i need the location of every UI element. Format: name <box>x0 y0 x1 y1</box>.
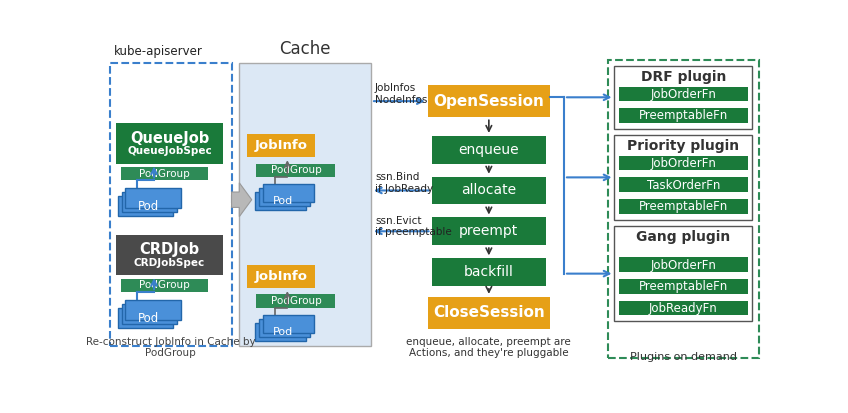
Text: PodGroup: PodGroup <box>139 169 189 178</box>
Text: Pod: Pod <box>272 196 293 206</box>
Bar <box>254 192 306 210</box>
Bar <box>118 308 174 328</box>
Bar <box>615 66 752 129</box>
Bar <box>619 301 748 315</box>
Text: OpenSession: OpenSession <box>433 94 544 109</box>
Text: Pod: Pod <box>272 327 293 337</box>
Bar <box>427 85 550 117</box>
Bar <box>116 123 223 164</box>
Bar <box>259 188 310 206</box>
Text: PreemptableFn: PreemptableFn <box>639 109 728 122</box>
Bar <box>126 300 181 320</box>
Text: JobInfo: JobInfo <box>254 139 308 152</box>
Bar <box>254 323 306 341</box>
Text: JobOrderFn: JobOrderFn <box>650 157 717 170</box>
Text: preempt: preempt <box>460 224 518 238</box>
Text: Plugins on demand: Plugins on demand <box>630 352 737 362</box>
Text: backfill: backfill <box>464 265 514 279</box>
Text: JobReadyFn: JobReadyFn <box>649 302 717 315</box>
Text: PodGroup: PodGroup <box>139 280 189 290</box>
Bar <box>432 136 546 164</box>
Text: TaskOrderFn: TaskOrderFn <box>647 178 720 192</box>
Bar <box>126 188 181 208</box>
Text: JobOrderFn: JobOrderFn <box>650 259 717 272</box>
Text: Gang plugin: Gang plugin <box>636 230 730 244</box>
Text: Priority plugin: Priority plugin <box>628 139 739 153</box>
Text: DRF plugin: DRF plugin <box>641 69 726 83</box>
Bar <box>239 63 371 346</box>
Bar <box>118 196 174 216</box>
Bar <box>432 258 546 286</box>
Bar <box>121 304 177 324</box>
Bar <box>432 177 546 204</box>
Text: CRDJob: CRDJob <box>139 242 199 257</box>
Text: PodGroup: PodGroup <box>271 165 321 175</box>
Text: Pod: Pod <box>138 312 159 325</box>
Text: ssn.Bind
if JobReady: ssn.Bind if JobReady <box>375 172 433 194</box>
Text: PreemptableFn: PreemptableFn <box>639 280 728 293</box>
Text: QueueJob: QueueJob <box>130 131 209 146</box>
Text: JobOrderFn: JobOrderFn <box>650 88 717 101</box>
Text: CloseSession: CloseSession <box>433 305 544 320</box>
Bar <box>263 184 314 202</box>
Text: enqueue, allocate, preempt are
Actions, and they're pluggable: enqueue, allocate, preempt are Actions, … <box>406 337 572 358</box>
Bar <box>608 59 759 358</box>
Text: CRDJobSpec: CRDJobSpec <box>134 258 205 268</box>
Text: Re-construct JobInfo in Cache by
PodGroup: Re-construct JobInfo in Cache by PodGrou… <box>86 337 255 358</box>
Bar <box>619 86 748 101</box>
Text: enqueue: enqueue <box>459 142 519 157</box>
Bar <box>247 265 315 288</box>
Text: JobInfo: JobInfo <box>254 270 308 283</box>
Bar <box>247 134 315 157</box>
Text: ssn.Evict
if preemptable: ssn.Evict if preemptable <box>375 216 452 237</box>
Bar <box>239 63 371 346</box>
Bar <box>256 164 336 177</box>
Bar <box>619 257 748 272</box>
Text: PreemptableFn: PreemptableFn <box>639 200 728 213</box>
Bar <box>432 217 546 245</box>
Bar <box>263 315 314 333</box>
Bar <box>619 199 748 214</box>
Polygon shape <box>232 183 252 217</box>
Bar <box>110 63 232 346</box>
Bar <box>619 108 748 123</box>
Text: kube-apiserver: kube-apiserver <box>114 45 203 58</box>
Text: JobInfos
NodeInfos: JobInfos NodeInfos <box>375 83 427 105</box>
Bar <box>121 192 177 212</box>
Bar <box>619 177 748 192</box>
Bar <box>120 167 208 180</box>
Text: QueueJobSpec: QueueJobSpec <box>127 146 212 156</box>
Text: Cache: Cache <box>280 40 331 58</box>
Text: Pod: Pod <box>138 200 159 213</box>
Bar <box>427 297 550 329</box>
Bar <box>259 319 310 337</box>
Bar <box>615 135 752 220</box>
Bar <box>619 156 748 171</box>
Bar <box>256 294 336 308</box>
Text: PodGroup: PodGroup <box>271 296 321 306</box>
Text: allocate: allocate <box>461 183 516 197</box>
Bar <box>120 279 208 292</box>
Bar <box>615 226 752 321</box>
Bar <box>619 279 748 294</box>
Bar <box>116 235 223 275</box>
